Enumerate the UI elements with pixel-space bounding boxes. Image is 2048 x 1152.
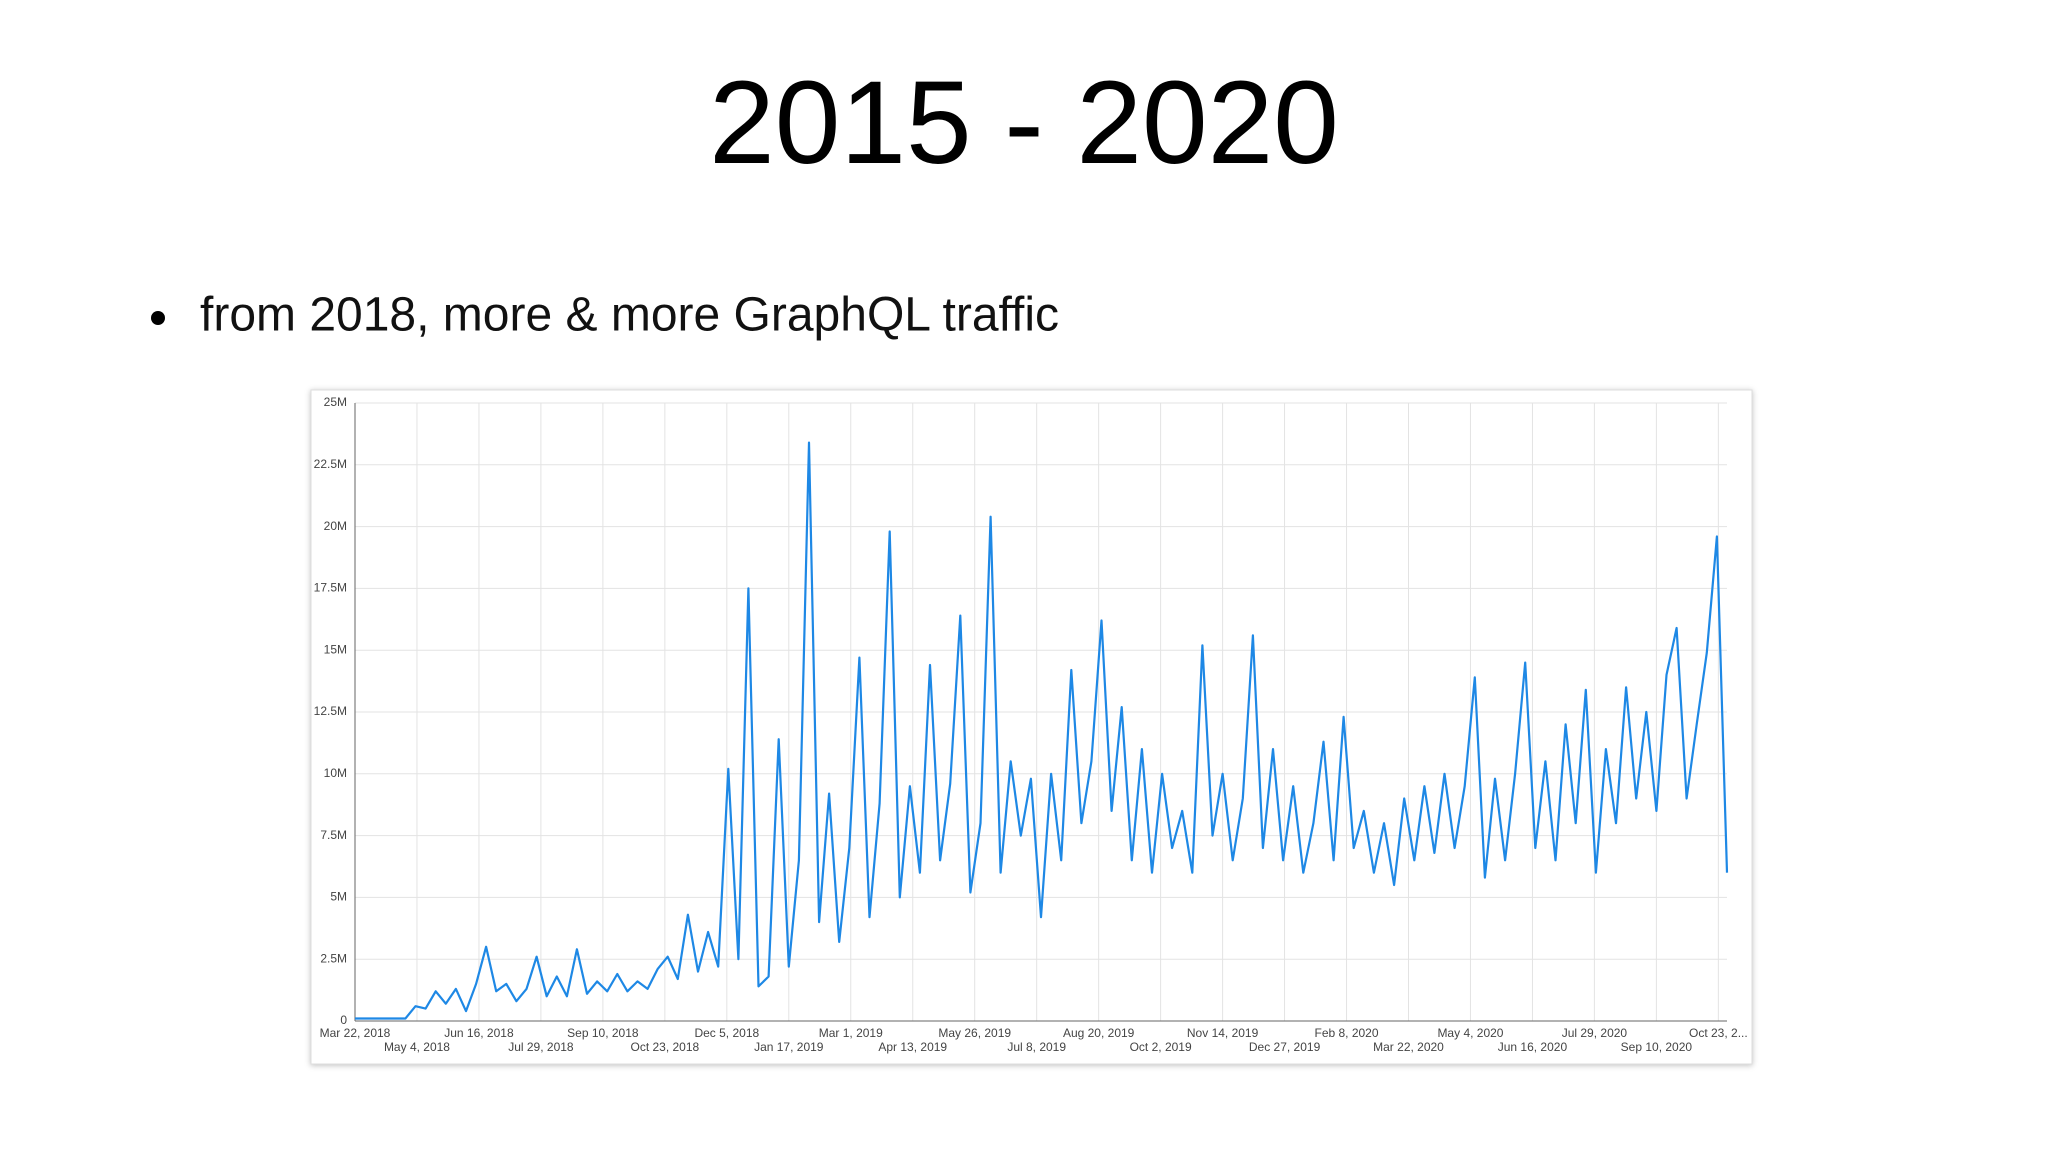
x-tick-label: Jul 29, 2018 xyxy=(508,1040,574,1054)
y-tick-label: 15M xyxy=(324,642,347,656)
x-tick-label: Sep 10, 2020 xyxy=(1621,1040,1693,1054)
x-tick-label: Dec 27, 2019 xyxy=(1249,1040,1321,1054)
x-tick-label: Jan 17, 2019 xyxy=(754,1040,824,1054)
x-tick-label: Nov 14, 2019 xyxy=(1187,1026,1259,1040)
y-tick-label: 10M xyxy=(324,766,347,780)
y-tick-label: 12.5M xyxy=(314,704,347,718)
chart-card xyxy=(310,389,1753,1065)
chart: 0 2.5M 5M 7.5M 10M 12.5M 15M 17.5M 20M 22.5M 25M Ma… xyxy=(314,395,1748,1054)
slide-title: 2015 - 2020 xyxy=(709,57,1339,189)
x-tick-label: Aug 20, 2019 xyxy=(1063,1026,1135,1040)
x-tick-label: Sep 10, 2018 xyxy=(567,1026,639,1040)
y-tick-label: 25M xyxy=(324,395,347,409)
x-tick-label: Oct 2, 2019 xyxy=(1130,1040,1192,1054)
bullet-text: from 2018, more & more GraphQL traffic xyxy=(200,289,1059,342)
x-tick-label: Jul 29, 2020 xyxy=(1562,1026,1628,1040)
y-tick-label: 0 xyxy=(340,1013,347,1027)
x-tick-label: Mar 1, 2019 xyxy=(819,1026,883,1040)
y-tick-label: 7.5M xyxy=(320,828,347,842)
x-tick-label: Jul 8, 2019 xyxy=(1007,1040,1066,1054)
x-tick-label: May 26, 2019 xyxy=(938,1026,1011,1040)
x-tick-label: May 4, 2018 xyxy=(384,1040,450,1054)
y-tick-label: 17.5M xyxy=(314,581,347,595)
x-tick-label: Mar 22, 2020 xyxy=(1373,1040,1444,1054)
y-tick-label: 2.5M xyxy=(320,951,347,965)
x-tick-label: Apr 13, 2019 xyxy=(878,1040,947,1054)
data-line xyxy=(355,441,1729,1020)
y-tick-label: 22.5M xyxy=(314,457,347,471)
y-tick-label: 20M xyxy=(324,519,347,533)
x-tick-label: May 4, 2020 xyxy=(1437,1026,1503,1040)
x-tick-label: Jun 16, 2018 xyxy=(444,1026,514,1040)
x-tick-label: Oct 23, 2... xyxy=(1689,1026,1748,1040)
x-tick-label: Oct 23, 2018 xyxy=(630,1040,699,1054)
bullet xyxy=(151,311,165,325)
x-tick-label: Jun 16, 2020 xyxy=(1498,1040,1568,1054)
x-tick-label: Dec 5, 2018 xyxy=(694,1026,759,1040)
x-tick-label: Feb 8, 2020 xyxy=(1314,1026,1378,1040)
x-tick-label: Mar 22, 2018 xyxy=(320,1026,391,1040)
y-tick-label: 5M xyxy=(330,890,347,904)
